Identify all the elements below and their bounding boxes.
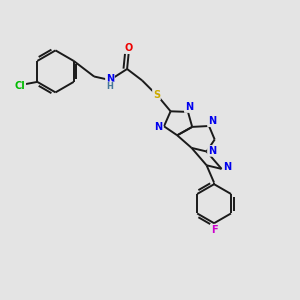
Text: N: N (185, 102, 193, 112)
Text: N: N (208, 146, 216, 156)
Text: N: N (154, 122, 163, 132)
Text: H: H (106, 82, 113, 91)
Text: N: N (106, 74, 114, 84)
Text: F: F (211, 225, 217, 235)
Text: O: O (124, 43, 133, 53)
Text: N: N (224, 162, 232, 172)
Text: Cl: Cl (14, 81, 25, 92)
Text: S: S (153, 89, 160, 100)
Text: N: N (208, 116, 216, 126)
